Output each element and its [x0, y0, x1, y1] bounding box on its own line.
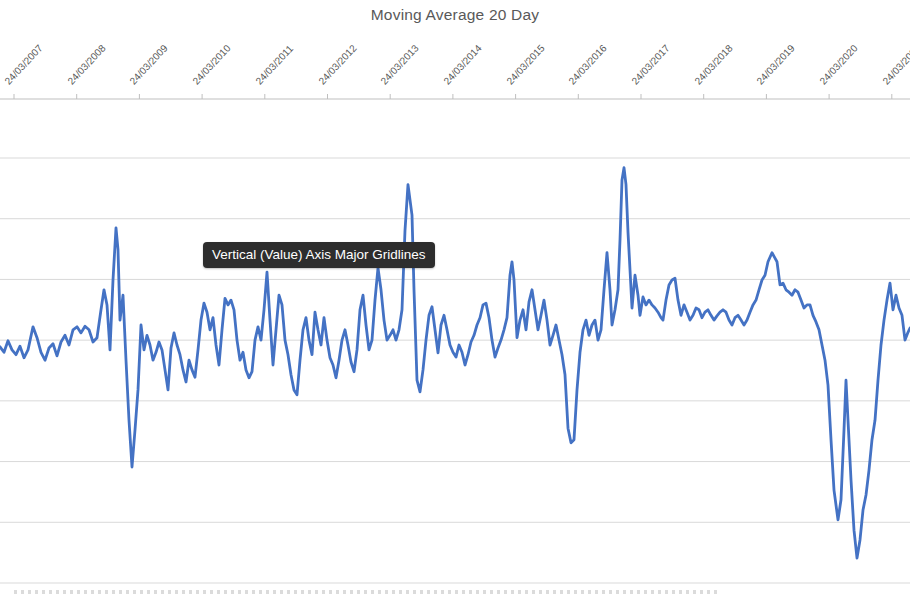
clipped-bottom-labels	[14, 590, 720, 594]
chart-plot-area[interactable]	[0, 0, 910, 596]
moving-average-series-line[interactable]	[0, 168, 910, 558]
gridlines-tooltip: Vertical (Value) Axis Major Gridlines	[203, 242, 435, 268]
